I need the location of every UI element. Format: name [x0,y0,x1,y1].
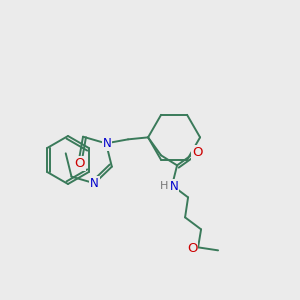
Text: O: O [74,157,85,170]
Text: O: O [192,146,202,159]
Text: N: N [90,177,99,190]
Text: N: N [103,137,112,150]
Text: H: H [160,182,168,191]
Text: O: O [187,242,197,255]
Text: N: N [170,180,178,193]
